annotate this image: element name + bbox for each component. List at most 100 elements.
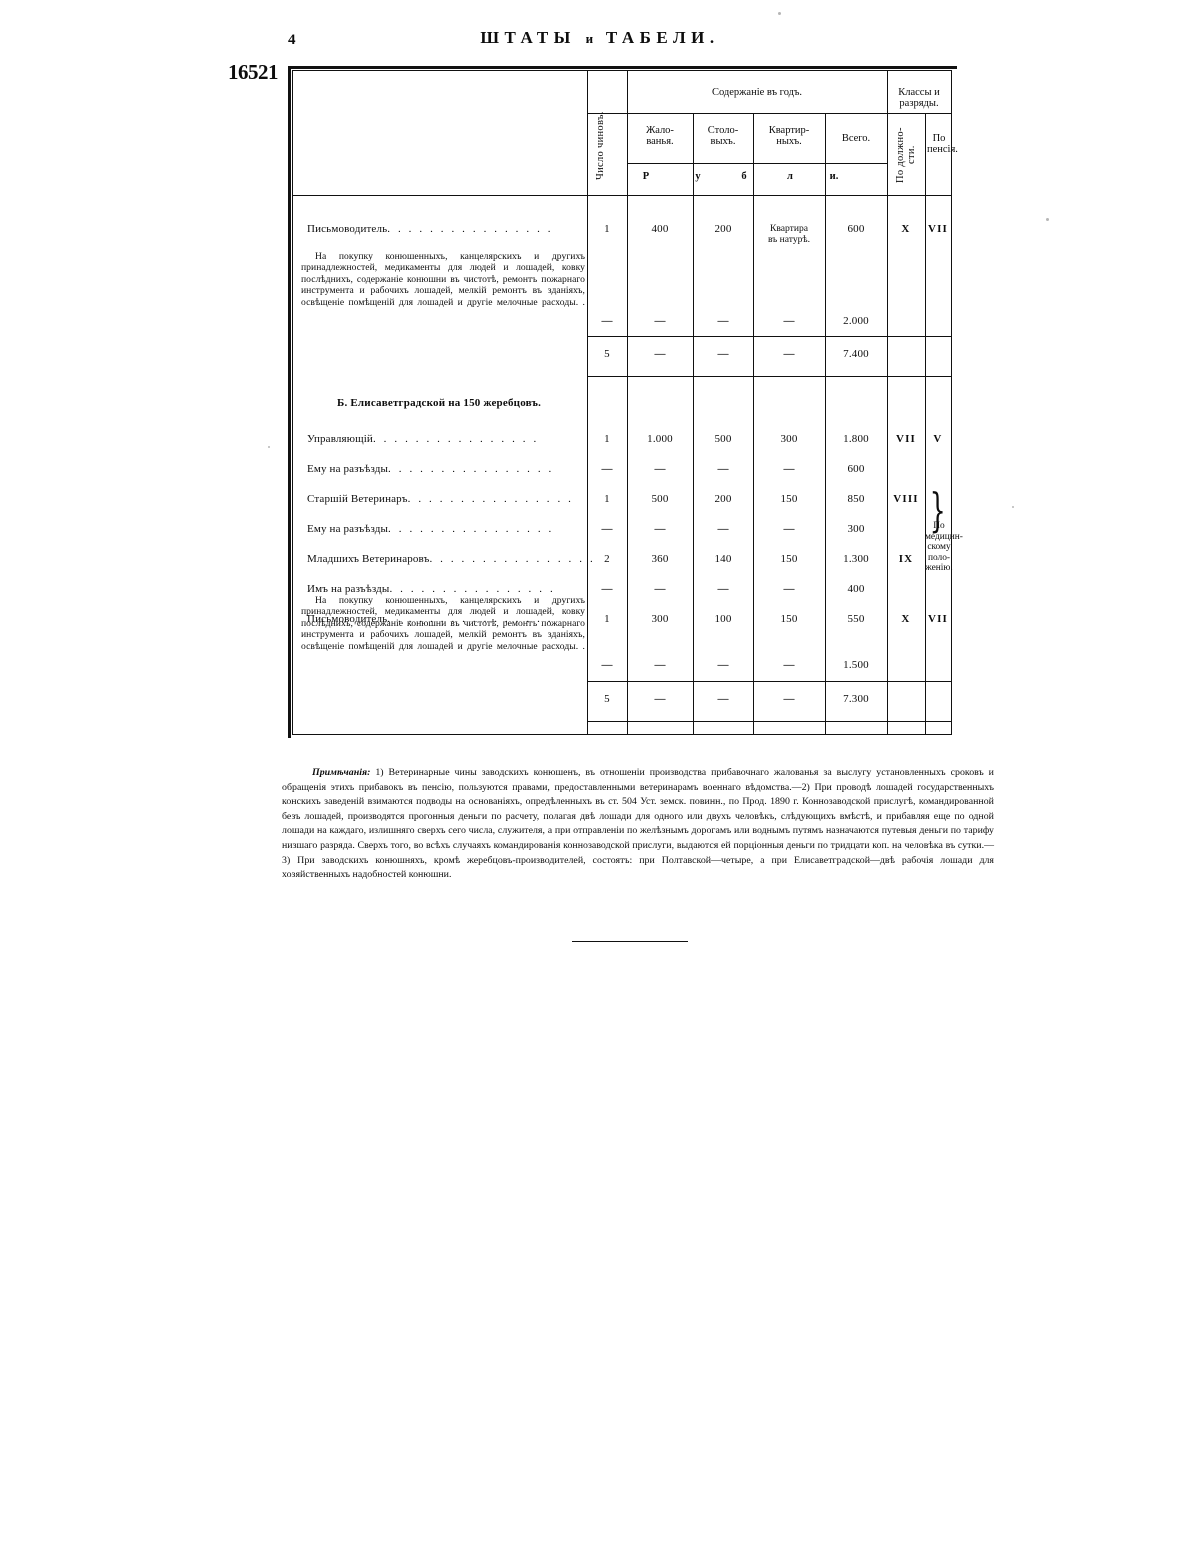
cell-b-exp-quarters: — <box>783 659 795 671</box>
cell-a-0-salary: 400 <box>651 223 669 235</box>
cell-a-0-quarters-line1: Квартира <box>769 223 809 234</box>
cell-b-0-salary: 1.000 <box>647 433 673 445</box>
cell-b-5-salary: — <box>654 583 666 595</box>
running-title-conjunction: и <box>585 31 597 46</box>
header-col-table-line1: Столо- <box>707 125 739 136</box>
cell-a-exp-table: — <box>717 315 729 327</box>
cell-b-exp-table: — <box>717 659 729 671</box>
cell-b-5-count: — <box>601 583 613 595</box>
running-title-tail: ТАБЕЛИ. <box>605 28 720 47</box>
col-rule-total-right <box>887 71 888 734</box>
cell-a-0-quarters: Квартира въ натурѣ. <box>753 223 825 245</box>
cell-a-exp-count: — <box>601 315 613 327</box>
cell-b-2-total: 850 <box>847 493 865 505</box>
cell-a-subtotal-salary: — <box>654 348 666 360</box>
cell-a-subtotal-total: 7.400 <box>843 348 869 360</box>
header-currency-l: л <box>787 171 793 182</box>
row-title-b-5: Имъ на разъѣзды <box>307 583 390 595</box>
cell-b-5-total: 400 <box>847 583 865 595</box>
row-label-b-4: Младшихъ Ветеринаровъ. . . . . . . . . .… <box>307 553 595 565</box>
row-label-b-0: Управляющій. . . . . . . . . . . . . . .… <box>307 433 539 445</box>
col-rule-salary-right <box>693 113 694 734</box>
cell-b-5-quarters: — <box>783 583 795 595</box>
cell-b-6-salary: 300 <box>651 613 669 625</box>
header-col-table-line2: выхъ. <box>710 136 736 147</box>
header-currency-b: б <box>741 171 747 182</box>
cell-b-3-total: 300 <box>847 523 865 535</box>
row-title-b-4: Младшихъ Ветеринаровъ <box>307 553 430 565</box>
cell-b-4-class-post: IX <box>898 553 914 565</box>
cell-b-4-table: 140 <box>714 553 732 565</box>
header-col-salary: Жало- ванья. <box>629 125 691 147</box>
row-title-b-0: Управляющій <box>307 433 373 445</box>
leader-dots-b-3: . . . . . . . . . . . . . . . . <box>388 523 554 535</box>
col-rule-quarters-right <box>825 113 826 734</box>
header-col-by-pension: По пенсія. <box>927 133 958 155</box>
cell-b-1-quarters: — <box>783 463 795 475</box>
cell-b-4-quarters: 150 <box>780 553 798 565</box>
running-title-main: ШТАТЫ <box>480 28 576 47</box>
expense-paragraph-b: На покупку конюшенныхъ, канцелярскихъ и … <box>301 595 585 652</box>
col-rule-count-right <box>627 71 628 734</box>
page-header: 4 ШТАТЫ и ТАБЕЛИ. <box>0 28 1200 58</box>
cell-b-6-total: 550 <box>847 613 865 625</box>
leader-dots-b-2: . . . . . . . . . . . . . . . . <box>407 493 574 505</box>
hrule-currency-top <box>627 163 887 164</box>
cell-b-1-table: — <box>717 463 729 475</box>
cell-a-0-total: 600 <box>847 223 865 235</box>
hrule-group-header <box>587 113 887 114</box>
cell-b-0-quarters: 300 <box>780 433 798 445</box>
cell-a-0-count: 1 <box>604 223 610 235</box>
footnotes-block: Примѣчанія: 1) Ветеринарные чины заводск… <box>282 766 994 883</box>
cell-b-3-table: — <box>717 523 729 535</box>
cell-b-6-quarters: 150 <box>780 613 798 625</box>
leader-dots-b-1: . . . . . . . . . . . . . . . . <box>388 463 554 475</box>
page-number: 4 <box>288 32 296 48</box>
cell-b-1-count: — <box>601 463 613 475</box>
pension-note-medical: По медицин- скому поло- женію. <box>925 521 963 574</box>
header-col-by-post-line2: сти. <box>906 145 917 165</box>
footnotes-lead: Примѣчанія: <box>312 767 371 778</box>
cell-b-6-class-pension: VII <box>927 613 949 625</box>
cell-b-exp-total: 1.500 <box>843 659 869 671</box>
scan-speck <box>1012 506 1014 508</box>
hrule-group-header-classes <box>887 113 951 114</box>
cell-a-exp-quarters: — <box>783 315 795 327</box>
cell-b-1-salary: — <box>654 463 666 475</box>
cell-b-6-class-post: X <box>901 613 911 625</box>
hrule-subtotal-a-top <box>587 336 951 337</box>
pension-brace-icon: } <box>929 483 946 537</box>
leader-dots-b-6: . . . . . . . . . . . . . . . . <box>387 613 554 625</box>
cell-b-0-class-pension: V <box>933 433 943 445</box>
cell-b-subtotal-count: 5 <box>604 693 610 705</box>
row-label-a-0: Письмоводитель. . . . . . . . . . . . . … <box>307 223 553 235</box>
col-rule-table-right <box>753 113 754 734</box>
leader-dots-b-5: . . . . . . . . . . . . . . . . <box>389 583 556 595</box>
cell-b-2-class-post: VIII <box>893 493 919 505</box>
cell-b-3-quarters: — <box>783 523 795 535</box>
header-group-maintenance: Содержаніе въ годъ. <box>711 87 803 98</box>
footnotes-body: 1) Ветеринарные чины заводскихъ конюшенъ… <box>282 767 994 881</box>
cell-b-subtotal-quarters: — <box>783 693 795 705</box>
leader-dots-a-0: . . . . . . . . . . . . . . . . <box>387 223 554 235</box>
row-label-b-5: Имъ на разъѣзды. . . . . . . . . . . . .… <box>307 583 555 595</box>
header-group-classes: Классы и разряды. <box>898 87 940 109</box>
cell-a-0-class-post: X <box>901 223 911 235</box>
header-col-salary-line2: ванья. <box>646 136 674 147</box>
row-title-b-1: Ему на разъѣзды <box>307 463 389 475</box>
cell-b-6-table: 100 <box>714 613 732 625</box>
hrule-header-bottom <box>293 195 951 196</box>
cell-b-4-count: 2 <box>604 553 610 565</box>
row-label-b-1: Ему на разъѣзды. . . . . . . . . . . . .… <box>307 463 554 475</box>
cell-b-6-count: 1 <box>604 613 610 625</box>
row-label-b-6: Письмоводитель. . . . . . . . . . . . . … <box>307 613 553 625</box>
cell-a-exp-total: 2.000 <box>843 315 869 327</box>
row-title-a-0: Письмоводитель <box>307 223 388 235</box>
cell-b-subtotal-salary: — <box>654 693 666 705</box>
header-col-quarters-line2: ныхъ. <box>776 136 802 147</box>
header-col-salary-line1: Жало- <box>646 125 674 136</box>
cell-a-exp-salary: — <box>654 315 666 327</box>
section-b-heading: Б. Елисаветградской на 150 жеребцовъ. <box>337 397 542 409</box>
cell-b-4-total: 1.300 <box>843 553 869 565</box>
header-col-by-post: По должно- сти. <box>895 119 923 191</box>
